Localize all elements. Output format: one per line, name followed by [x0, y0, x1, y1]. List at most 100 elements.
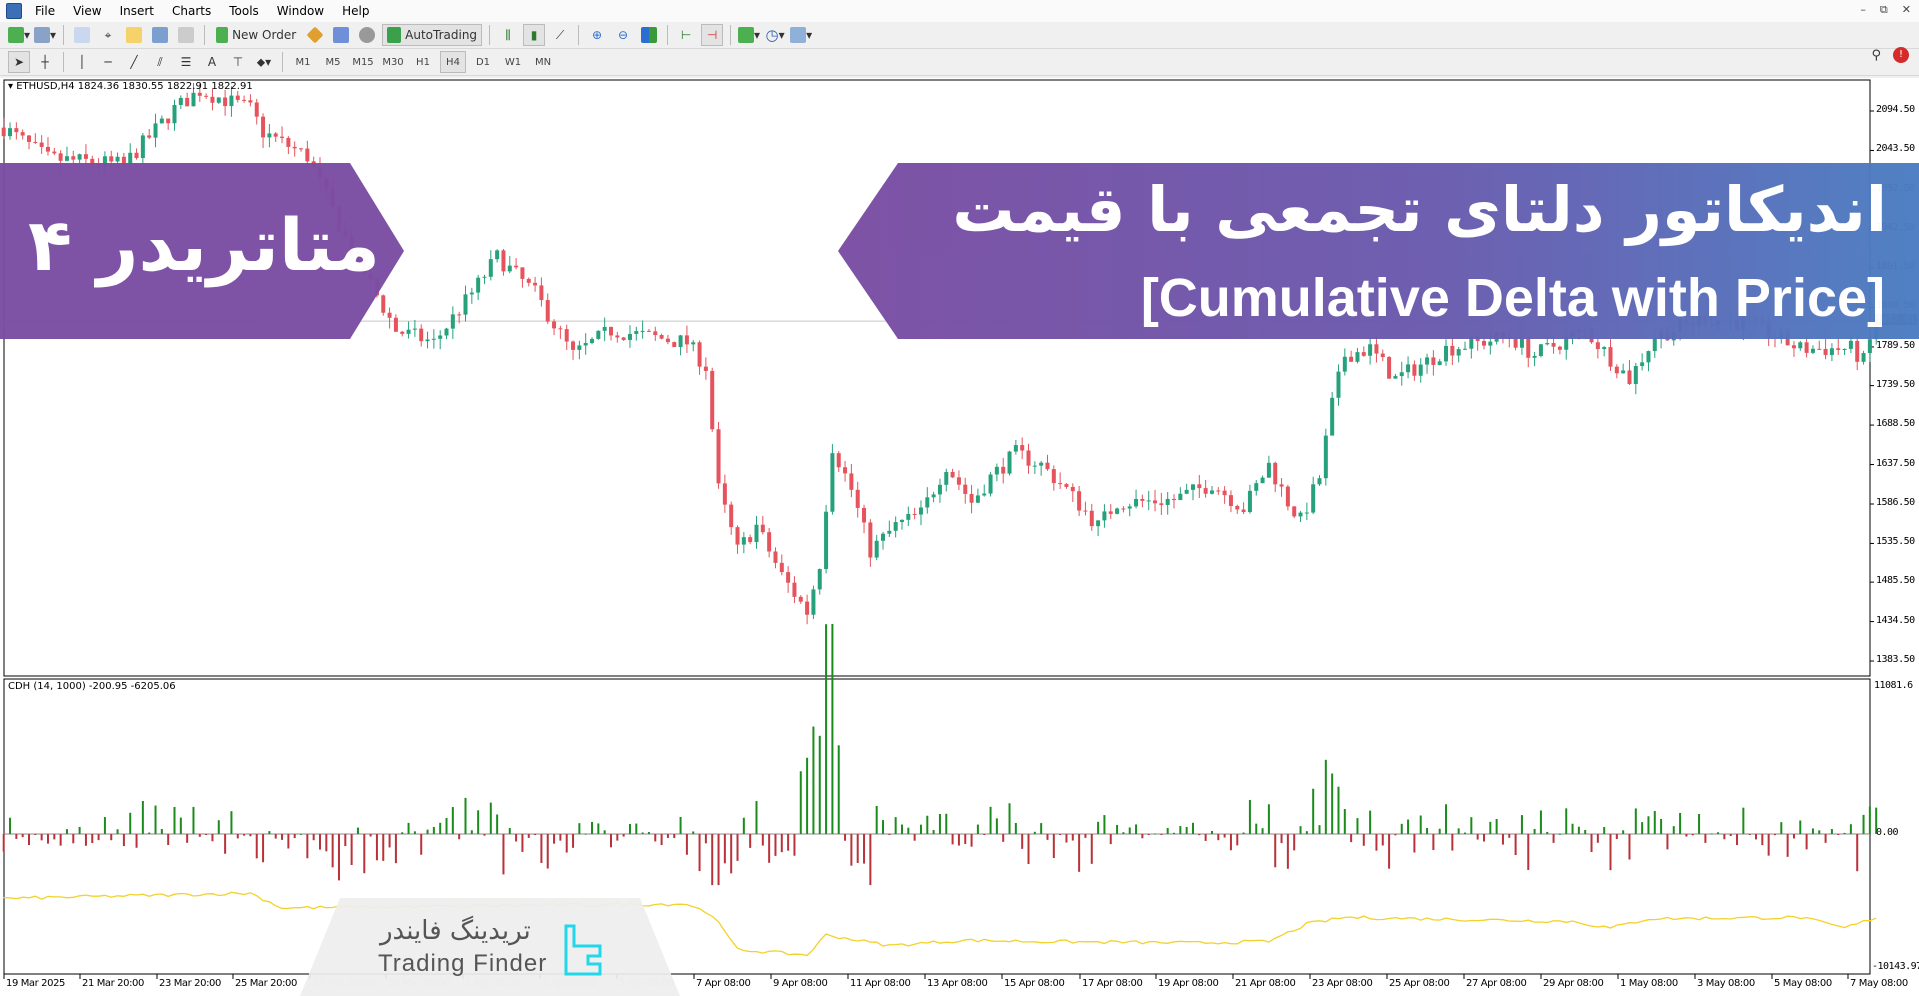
notification-icon[interactable]: !: [1893, 47, 1909, 63]
delta-bar: [1154, 833, 1157, 835]
delta-bar: [122, 834, 125, 847]
timeframe-h1[interactable]: H1: [416, 56, 430, 68]
zoom-out-button[interactable]: ⊖: [612, 24, 634, 46]
delta-bar: [249, 834, 252, 837]
delta-bar: [780, 834, 783, 853]
arrows-button[interactable]: ⬥▾: [253, 51, 275, 73]
candle-body: [406, 329, 411, 334]
chart-shift-button[interactable]: ⊢: [675, 24, 697, 46]
timeframe-h4[interactable]: H4: [440, 51, 466, 73]
delta-bar: [1811, 828, 1814, 834]
delta-bar: [1318, 825, 1321, 834]
candle-body: [862, 507, 867, 523]
candle-body: [235, 95, 240, 100]
delta-bar: [230, 811, 233, 834]
candle-body: [1260, 477, 1265, 484]
candle-body: [1545, 343, 1550, 345]
delta-bar: [306, 834, 309, 859]
delta-bar: [1166, 827, 1169, 834]
signals-button[interactable]: [356, 24, 378, 46]
delta-bar: [1097, 821, 1100, 834]
new-chart-button[interactable]: ▾: [8, 24, 30, 46]
community-button[interactable]: [330, 24, 352, 46]
vertical-line-button[interactable]: │: [71, 51, 93, 73]
candle-body: [1134, 498, 1139, 507]
delta-bar: [325, 834, 328, 852]
menu-charts[interactable]: Charts: [172, 4, 212, 18]
delta-bar: [774, 834, 777, 856]
candle-body: [273, 133, 278, 137]
menu-help[interactable]: Help: [342, 4, 370, 18]
candle-body: [748, 537, 753, 543]
close-icon[interactable]: ✕: [1901, 3, 1911, 16]
menu-window[interactable]: Window: [276, 4, 325, 18]
horizontal-line-button[interactable]: ─: [97, 51, 119, 73]
equidistant-channel-button[interactable]: ⫽: [149, 51, 171, 73]
text-label-button[interactable]: ⊤: [227, 51, 249, 73]
market-watch-button[interactable]: [71, 24, 93, 46]
candle-body: [1393, 376, 1398, 379]
new-order-button[interactable]: New Order: [212, 24, 300, 46]
title-banner: اندیکاتور دلتای تجمعی با قیمت [Cumulativ…: [838, 163, 1919, 339]
menu-view[interactable]: View: [73, 4, 102, 18]
strategy-tester-button[interactable]: [175, 24, 197, 46]
candle-body: [843, 467, 848, 474]
delta-bar: [1198, 834, 1201, 836]
delta-bar: [34, 834, 37, 835]
delta-bar: [110, 834, 113, 841]
autotrading-button[interactable]: AutoTrading: [382, 24, 483, 46]
delta-bar: [1381, 834, 1384, 846]
candle-body: [1361, 352, 1366, 356]
restore-icon[interactable]: ⧉: [1879, 3, 1888, 16]
text-button[interactable]: A: [201, 51, 223, 73]
delta-bar: [439, 822, 442, 834]
candle-body: [58, 153, 63, 161]
candle-body: [1146, 500, 1151, 502]
delta-bar: [666, 834, 669, 838]
candle-body: [1026, 450, 1031, 466]
menu-tools[interactable]: Tools: [229, 4, 259, 18]
terminal-button[interactable]: [149, 24, 171, 46]
candle-body: [185, 97, 190, 107]
candlestick-button[interactable]: ▮: [523, 24, 546, 46]
autoscroll-button[interactable]: ⊣: [701, 24, 724, 46]
timeframe-d1[interactable]: D1: [475, 56, 491, 68]
delta-bar: [1135, 824, 1138, 834]
bar-chart-icon: ⫼: [505, 27, 511, 42]
timeframe-m1[interactable]: M1: [295, 56, 311, 68]
delta-bar: [1792, 834, 1795, 839]
trendline-button[interactable]: ╱: [123, 51, 145, 73]
fibonacci-button[interactable]: ☰: [175, 51, 197, 73]
templates-button[interactable]: ▾: [790, 24, 812, 46]
line-chart-button[interactable]: ⟋: [549, 24, 571, 46]
candle-body: [1861, 353, 1866, 362]
delta-bar: [957, 834, 960, 846]
candle-body: [1368, 344, 1373, 356]
candle-body: [741, 537, 746, 545]
zoom-in-button[interactable]: ⊕: [586, 24, 608, 46]
timeframe-m15[interactable]: M15: [352, 56, 374, 68]
tile-windows-button[interactable]: [638, 24, 660, 46]
minimize-icon[interactable]: –: [1860, 3, 1866, 16]
menu-insert[interactable]: Insert: [119, 4, 154, 18]
periods-button[interactable]: ◷ ▾: [765, 26, 785, 44]
delta-bar: [103, 817, 106, 834]
candle-body: [640, 330, 645, 332]
delta-bar: [508, 828, 511, 834]
timeframe-w1[interactable]: W1: [504, 56, 522, 68]
timeframe-m5[interactable]: M5: [325, 56, 341, 68]
menu-file[interactable]: File: [35, 4, 56, 18]
data-window-button[interactable]: ⌖: [97, 24, 119, 46]
timeframe-mn[interactable]: MN: [534, 56, 552, 68]
delta-bar: [540, 834, 543, 863]
navigator-button[interactable]: [123, 24, 145, 46]
delta-bar: [1736, 834, 1739, 845]
bar-chart-button[interactable]: ⫼: [497, 24, 519, 46]
profiles-button[interactable]: ▾: [34, 24, 56, 46]
crosshair-button[interactable]: ┼: [34, 51, 56, 73]
search-icon[interactable]: ⚲: [1871, 48, 1881, 63]
timeframe-m30[interactable]: M30: [382, 56, 404, 68]
cursor-button[interactable]: ➤: [8, 51, 30, 73]
indicators-button[interactable]: ▾: [738, 24, 760, 46]
